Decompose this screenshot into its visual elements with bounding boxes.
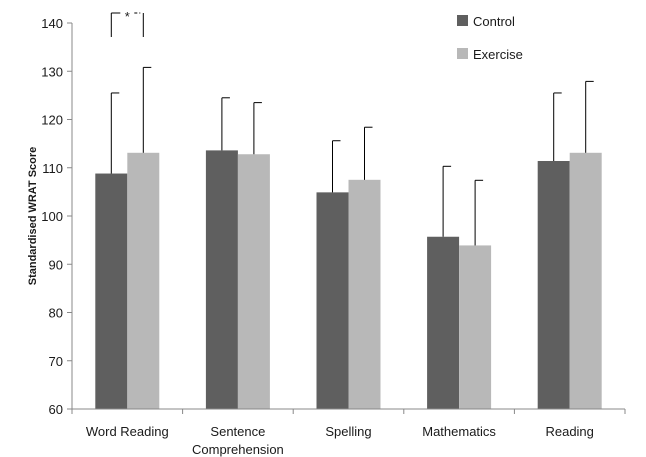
bar-control-4 xyxy=(537,160,570,409)
y-tick-label: 90 xyxy=(49,257,63,272)
significance-star: * xyxy=(125,9,130,24)
legend: Control Exercise xyxy=(457,14,523,62)
y-tick-label: 110 xyxy=(42,161,63,176)
y-axis: 60 70 80 90 100 110 120 130 140 xyxy=(41,16,73,417)
legend-swatch-control xyxy=(457,15,468,26)
x-category-label: Sentence xyxy=(210,424,265,439)
bar-control-1 xyxy=(205,150,238,409)
y-tick-label: 140 xyxy=(41,16,63,31)
x-category-label: Mathematics xyxy=(422,424,496,439)
bar-control-3 xyxy=(427,236,460,409)
bars xyxy=(95,150,602,410)
y-tick-label: 120 xyxy=(41,113,63,128)
legend-swatch-exercise xyxy=(457,48,468,59)
y-tick-label: 130 xyxy=(41,64,63,79)
bar-control-2 xyxy=(316,192,349,409)
bar-exercise-2 xyxy=(348,179,381,409)
legend-label-exercise: Exercise xyxy=(473,47,523,62)
bar-exercise-0 xyxy=(127,152,160,410)
y-axis-title: Standardised WRAT Score xyxy=(27,147,39,286)
bar-exercise-4 xyxy=(569,152,602,410)
x-category-label: Reading xyxy=(545,424,593,439)
y-tick-label: 70 xyxy=(49,354,63,369)
y-tick-label: 60 xyxy=(49,402,63,417)
bar-exercise-1 xyxy=(237,154,270,409)
error-bars xyxy=(110,66,594,246)
x-category-label: Spelling xyxy=(325,424,371,439)
bar-exercise-3 xyxy=(459,245,492,409)
legend-label-control: Control xyxy=(473,14,515,29)
bar-control-0 xyxy=(95,173,128,409)
x-axis: Word Reading Sentence Comprehension Spellin… xyxy=(71,408,626,457)
y-tick-label: 100 xyxy=(41,209,63,224)
y-tick-label: 80 xyxy=(49,306,63,321)
annotations: * xyxy=(110,9,144,37)
x-category-label: Word Reading xyxy=(86,424,169,439)
x-category-label: Comprehension xyxy=(192,442,284,457)
